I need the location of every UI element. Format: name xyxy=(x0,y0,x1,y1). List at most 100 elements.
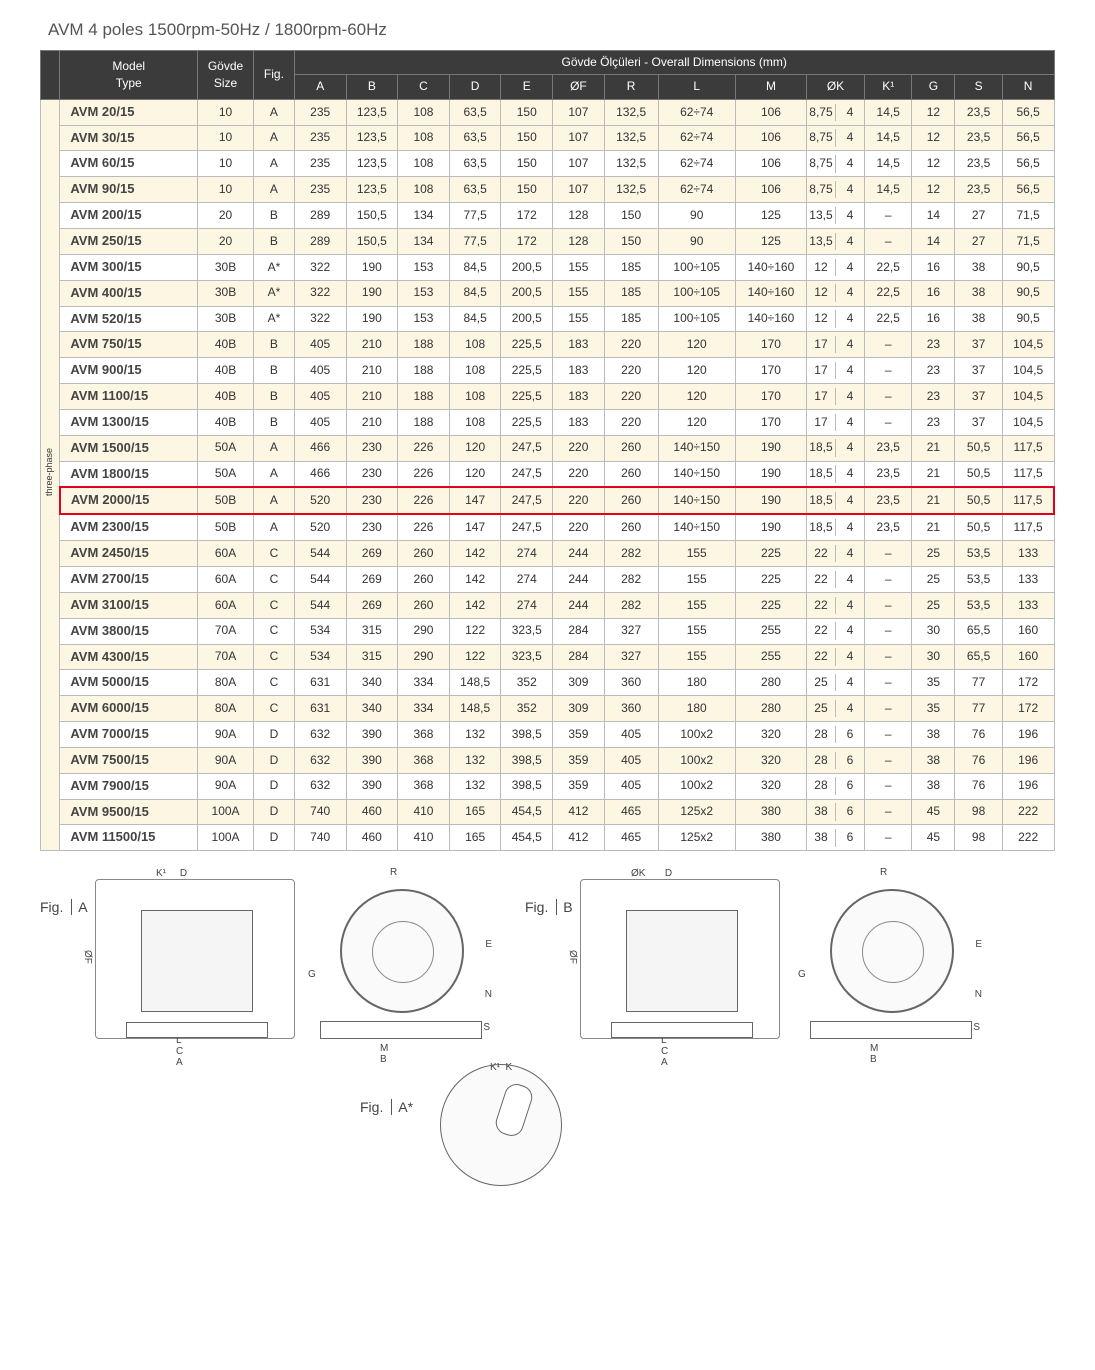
cell: 37 xyxy=(955,332,1002,358)
cell: 150 xyxy=(604,229,658,255)
cell: 155 xyxy=(553,306,605,332)
cell: – xyxy=(865,409,912,435)
fig-b-label: Fig. B xyxy=(525,899,573,915)
cell: 460 xyxy=(346,825,398,851)
cell: A* xyxy=(254,306,295,332)
cell: 190 xyxy=(346,306,398,332)
page-title: AVM 4 poles 1500rpm-50Hz / 1800rpm-60Hz xyxy=(48,20,1055,40)
cell: 108 xyxy=(449,358,501,384)
cell: 125x2 xyxy=(658,825,735,851)
cell: 153 xyxy=(398,280,450,306)
table-row: AVM 1100/1540BB405210188108225,518322012… xyxy=(41,384,1055,410)
cell-ok: 174 xyxy=(806,409,864,435)
cell: AVM 400/15 xyxy=(60,280,198,306)
cell: 220 xyxy=(553,514,605,540)
cell: 62÷74 xyxy=(658,125,735,151)
cell: 140÷160 xyxy=(735,306,806,332)
cell: 405 xyxy=(604,773,658,799)
cell: B xyxy=(254,229,295,255)
cell: 27 xyxy=(955,229,1002,255)
cell: 632 xyxy=(294,773,346,799)
cell: 148,5 xyxy=(449,670,501,696)
cell: 117,5 xyxy=(1002,514,1054,540)
cell: AVM 520/15 xyxy=(60,306,198,332)
table-row: AVM 7900/1590AD632390368132398,535940510… xyxy=(41,773,1055,799)
cell-ok: 224 xyxy=(806,618,864,644)
cell: 631 xyxy=(294,696,346,722)
cell: AVM 300/15 xyxy=(60,254,198,280)
cell: 62÷74 xyxy=(658,151,735,177)
table-row: AVM 4300/1570AC534315290122323,528432715… xyxy=(41,644,1055,670)
cell: 165 xyxy=(449,825,501,851)
cell: 38 xyxy=(912,773,955,799)
cell: 323,5 xyxy=(501,618,553,644)
cell: AVM 2450/15 xyxy=(60,541,198,567)
cell: A xyxy=(254,435,295,461)
cell: 120 xyxy=(658,332,735,358)
cell: – xyxy=(865,332,912,358)
cell: 90 xyxy=(658,203,735,229)
cell: 200,5 xyxy=(501,280,553,306)
cell: 315 xyxy=(346,644,398,670)
cell: 22,5 xyxy=(865,280,912,306)
cell: 20 xyxy=(198,229,254,255)
cell: 38 xyxy=(912,747,955,773)
cell: 405 xyxy=(294,409,346,435)
table-row: AVM 6000/1580AC631340334148,535230936018… xyxy=(41,696,1055,722)
cell: 25 xyxy=(912,592,955,618)
cell: 225 xyxy=(735,541,806,567)
cell: 106 xyxy=(735,99,806,125)
cell: 132,5 xyxy=(604,177,658,203)
cell: 50A xyxy=(198,435,254,461)
fig-a-front-view: R E G N S MB xyxy=(320,879,480,1039)
cell: 185 xyxy=(604,280,658,306)
cell: 30 xyxy=(912,618,955,644)
cell: 76 xyxy=(955,722,1002,748)
cell: A xyxy=(254,125,295,151)
cell: 235 xyxy=(294,177,346,203)
cell: 280 xyxy=(735,670,806,696)
cell: 62÷74 xyxy=(658,99,735,125)
cell: AVM 1800/15 xyxy=(60,461,198,487)
cell: AVM 2700/15 xyxy=(60,566,198,592)
cell: 190 xyxy=(735,487,806,514)
cell-ok: 174 xyxy=(806,358,864,384)
cell: 30B xyxy=(198,306,254,332)
table-row: AVM 3100/1560AC5442692601422742442821552… xyxy=(41,592,1055,618)
cell: 544 xyxy=(294,566,346,592)
cell: 23,5 xyxy=(955,177,1002,203)
cell-ok: 224 xyxy=(806,592,864,618)
cell: 123,5 xyxy=(346,125,398,151)
cell: 125 xyxy=(735,229,806,255)
cell: 225 xyxy=(735,566,806,592)
cell: 230 xyxy=(346,514,398,540)
dimensions-table: Model Type Gövde Size Fig. Gövde Ölçüler… xyxy=(40,50,1055,851)
cell: 62÷74 xyxy=(658,177,735,203)
cell: 220 xyxy=(553,487,605,514)
cell: – xyxy=(865,203,912,229)
cell: 128 xyxy=(553,229,605,255)
cell: 120 xyxy=(658,358,735,384)
cell: 380 xyxy=(735,825,806,851)
cell: – xyxy=(865,541,912,567)
cell: AVM 2000/15 xyxy=(60,487,198,514)
cell: 226 xyxy=(398,435,450,461)
cell: 210 xyxy=(346,332,398,358)
cell: 230 xyxy=(346,435,398,461)
fig-b-side-view: ØK D ØF LCA xyxy=(580,879,780,1039)
cell: 23 xyxy=(912,332,955,358)
cell: 150 xyxy=(501,99,553,125)
cell: 368 xyxy=(398,722,450,748)
cell: AVM 1500/15 xyxy=(60,435,198,461)
cell: 360 xyxy=(604,670,658,696)
cell: 107 xyxy=(553,99,605,125)
table-row: AVM 2300/1550BA520230226147247,522026014… xyxy=(41,514,1055,540)
cell: 56,5 xyxy=(1002,151,1054,177)
cell: 405 xyxy=(604,747,658,773)
cell: 225 xyxy=(735,592,806,618)
table-row: AVM 5000/1580AC631340334148,535230936018… xyxy=(41,670,1055,696)
cell: 10 xyxy=(198,177,254,203)
cell: 40B xyxy=(198,332,254,358)
cell: 50,5 xyxy=(955,435,1002,461)
cell: 188 xyxy=(398,332,450,358)
